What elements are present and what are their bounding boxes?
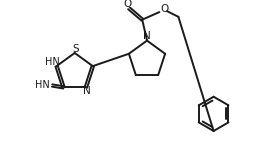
Text: N: N: [83, 86, 90, 96]
Text: HN: HN: [35, 81, 50, 90]
Text: N: N: [142, 31, 150, 41]
Text: HN: HN: [45, 57, 60, 67]
Text: O: O: [122, 0, 131, 9]
Text: O: O: [159, 4, 168, 14]
Text: S: S: [72, 44, 79, 54]
